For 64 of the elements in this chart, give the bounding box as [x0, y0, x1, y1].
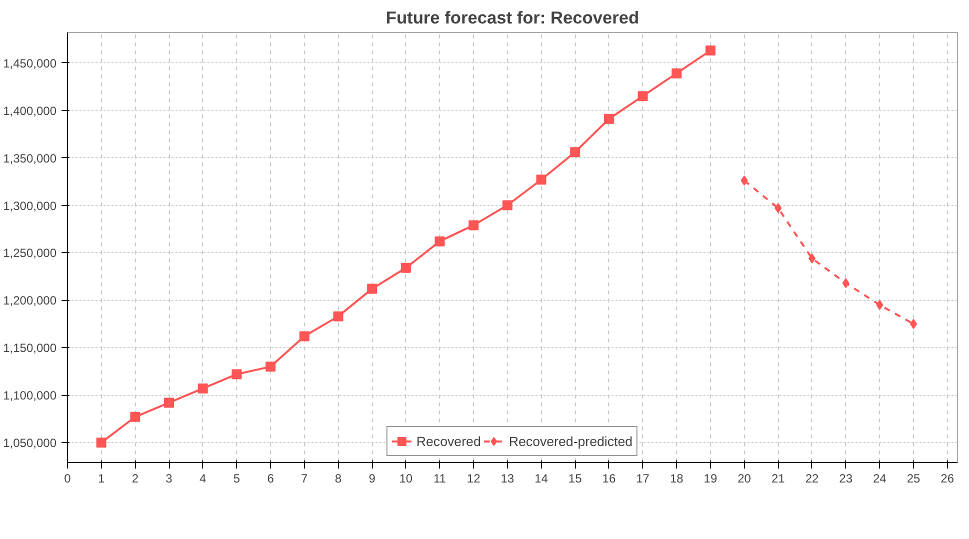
x-tick-label: 24: [872, 472, 887, 486]
x-tick-label: 26: [940, 472, 954, 486]
x-tick-label: 23: [839, 472, 853, 486]
x-tick-label: 25: [906, 472, 921, 486]
y-tick-label: 1,050,000: [3, 436, 57, 450]
point: [232, 369, 242, 380]
point: [164, 398, 174, 408]
y-tick-label: 1,400,000: [3, 104, 57, 118]
point: [333, 311, 344, 322]
point: [468, 220, 479, 230]
x-tick-label: 4: [200, 472, 207, 486]
point: [604, 114, 614, 124]
legend-label: Recovered: [416, 434, 481, 448]
chart-title: Future forecast for: Recovered: [386, 8, 640, 28]
x-tick-label: 21: [771, 472, 786, 486]
x-tick-label: 16: [602, 472, 616, 486]
x-tick-label: 3: [166, 472, 173, 486]
point: [910, 318, 918, 329]
point: [502, 200, 512, 210]
point: [740, 176, 748, 186]
y-tick-label: 1,100,000: [3, 388, 57, 403]
y-tick-label: 1,150,000: [3, 341, 57, 356]
x-tick-label: 13: [500, 472, 514, 486]
x-tick-label: 2: [132, 472, 139, 486]
point: [774, 203, 782, 214]
point: [570, 147, 580, 158]
x-tick-label: 6: [267, 472, 274, 486]
point: [705, 46, 716, 56]
point: [130, 412, 140, 422]
x-tick-label: 8: [334, 472, 342, 486]
point: [876, 300, 884, 310]
legend-label: Recovered-predicted: [508, 434, 633, 448]
point: [367, 284, 378, 294]
y-tick-label: 1,450,000: [3, 56, 57, 70]
x-tick-label: 0: [64, 472, 72, 486]
x-tick-label: 10: [399, 472, 413, 486]
point: [96, 438, 106, 448]
x-tick-label: 7: [301, 472, 308, 486]
x-tick-label: 20: [738, 472, 752, 486]
y-tick-label: 1,300,000: [3, 198, 57, 213]
x-tick-label: 15: [568, 472, 582, 486]
x-tick-label: 1: [98, 472, 106, 486]
point: [638, 91, 648, 102]
x-tick-label: 11: [434, 472, 446, 486]
point: [299, 331, 310, 342]
point: [842, 278, 850, 288]
x-tick-label: 17: [636, 472, 650, 486]
x-tick-label: 12: [466, 472, 481, 486]
point: [434, 236, 445, 246]
x-tick-label: 14: [534, 472, 548, 486]
y-tick-label: 1,250,000: [3, 246, 57, 260]
point: [536, 174, 546, 185]
x-tick-label: 18: [670, 472, 684, 486]
point: [266, 362, 276, 372]
x-tick-label: 22: [805, 472, 819, 486]
point: [808, 253, 816, 264]
x-tick-label: 19: [704, 472, 718, 486]
x-tick-label: 9: [368, 472, 376, 486]
y-tick-label: 1,200,000: [3, 294, 57, 308]
point: [672, 68, 682, 78]
x-tick-label: 5: [233, 472, 240, 486]
y-tick-label: 1,350,000: [3, 151, 57, 166]
point: [400, 262, 411, 273]
point: [198, 383, 208, 394]
